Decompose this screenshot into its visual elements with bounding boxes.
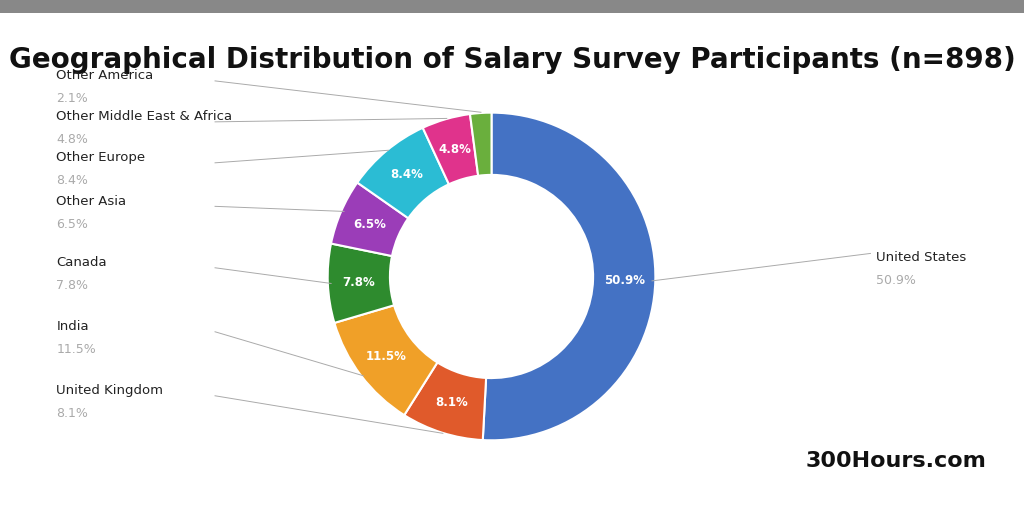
- Text: 8.4%: 8.4%: [390, 168, 423, 181]
- Text: 11.5%: 11.5%: [366, 350, 407, 363]
- Text: 11.5%: 11.5%: [56, 343, 96, 356]
- Text: 7.8%: 7.8%: [343, 275, 376, 289]
- Text: Other America: Other America: [56, 69, 154, 82]
- Text: 4.8%: 4.8%: [56, 133, 88, 146]
- Text: 8.4%: 8.4%: [56, 174, 88, 187]
- Wedge shape: [328, 244, 394, 323]
- Text: 7.8%: 7.8%: [56, 279, 88, 292]
- Wedge shape: [423, 114, 478, 184]
- Text: Other Middle East & Africa: Other Middle East & Africa: [56, 110, 232, 123]
- Wedge shape: [357, 128, 449, 218]
- Wedge shape: [470, 113, 492, 176]
- Wedge shape: [482, 113, 655, 440]
- Text: 50.9%: 50.9%: [876, 274, 915, 287]
- Text: 8.1%: 8.1%: [56, 407, 88, 420]
- Text: United Kingdom: United Kingdom: [56, 384, 163, 397]
- Text: United States: United States: [876, 251, 966, 264]
- Wedge shape: [335, 305, 437, 415]
- Text: Canada: Canada: [56, 256, 106, 269]
- Wedge shape: [331, 183, 409, 256]
- Text: 4.8%: 4.8%: [438, 142, 471, 156]
- Text: 50.9%: 50.9%: [604, 273, 645, 287]
- Bar: [0, 0, 1024, 13]
- Text: 8.1%: 8.1%: [435, 396, 468, 410]
- Text: Other Europe: Other Europe: [56, 151, 145, 164]
- Text: 300Hours.com: 300Hours.com: [806, 451, 986, 471]
- Wedge shape: [404, 362, 486, 440]
- Text: 2.1%: 2.1%: [56, 92, 88, 105]
- Text: Geographical Distribution of Salary Survey Participants (n=898): Geographical Distribution of Salary Surv…: [8, 46, 1016, 74]
- Text: India: India: [56, 320, 89, 333]
- Text: 6.5%: 6.5%: [56, 218, 88, 230]
- Text: Other Asia: Other Asia: [56, 195, 126, 207]
- Circle shape: [390, 175, 593, 378]
- Text: 6.5%: 6.5%: [353, 218, 386, 230]
